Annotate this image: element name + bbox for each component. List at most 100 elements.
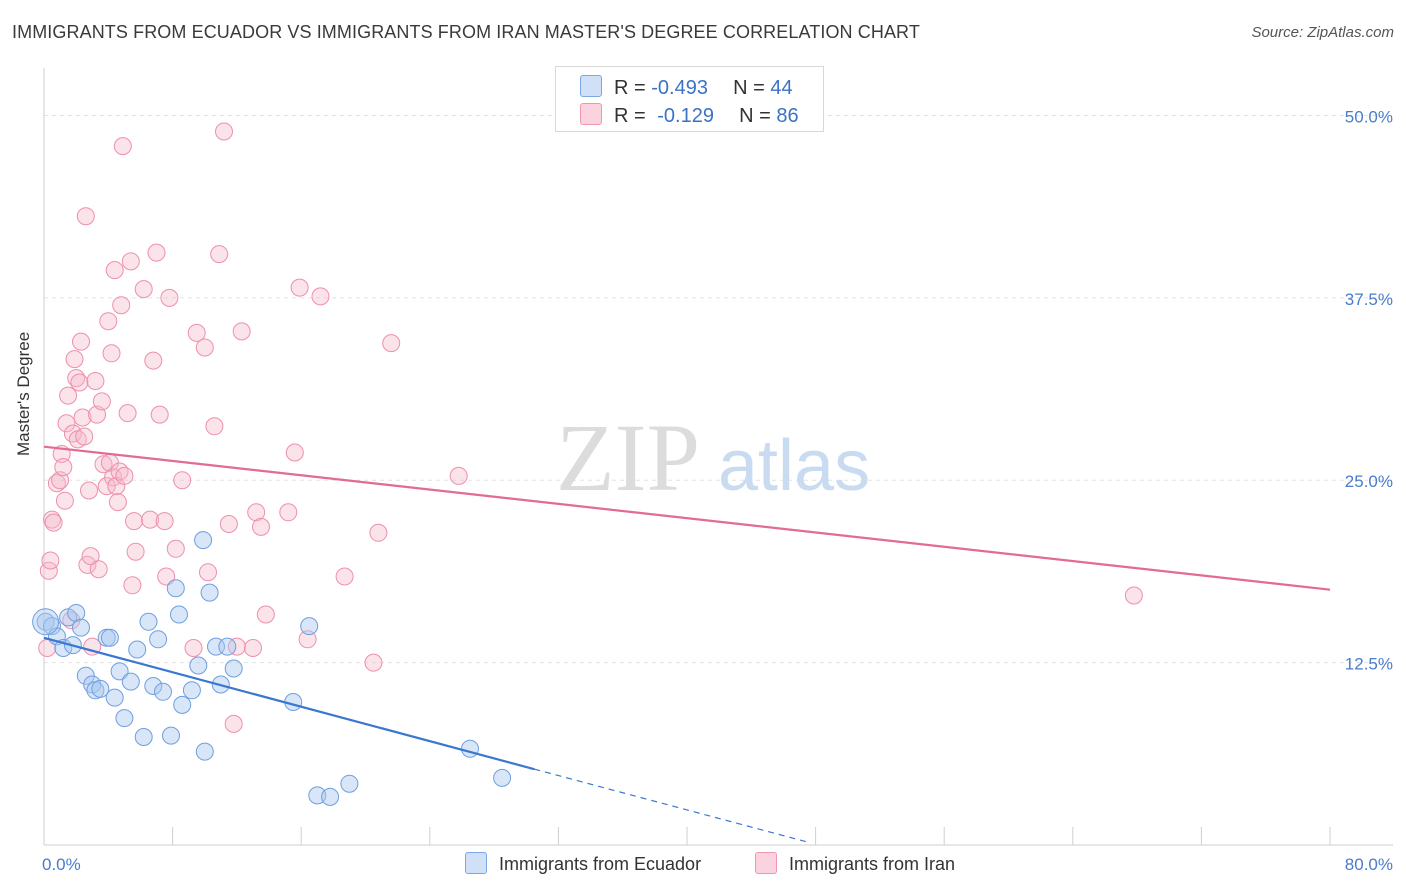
legend-row-iran: R = -0.129 N = 86 — [580, 103, 799, 128]
iran-point-41 — [113, 137, 132, 156]
iran-point-83 — [1124, 586, 1143, 605]
iran-point-77 — [311, 287, 330, 306]
iran-point-10 — [57, 414, 76, 433]
iran-r-value: -0.129 — [657, 105, 714, 127]
iran-point-23 — [80, 481, 98, 500]
iran-point-79 — [369, 523, 388, 542]
iran-trend-line — [43, 445, 1331, 591]
legend-row-ecuador: R = -0.493 N = 44 — [580, 75, 793, 100]
iran-point-74 — [285, 443, 304, 462]
iran-point-72 — [256, 605, 275, 624]
iran-point-70 — [247, 503, 266, 522]
bottom-legend-iran: Immigrants from Iran — [755, 852, 955, 875]
ecuador-point-18 — [128, 640, 147, 659]
ecuador-point-20 — [139, 612, 158, 631]
iran-point-76 — [298, 630, 317, 649]
ecuador-point-25 — [166, 579, 185, 598]
iran-point-50 — [144, 351, 163, 370]
iran-point-13 — [63, 424, 82, 443]
iran-point-30 — [94, 455, 113, 474]
iran-point-69 — [244, 639, 262, 657]
iran-point-54 — [157, 567, 176, 586]
iran-point-52 — [150, 405, 169, 424]
watermark-atlas: atlas — [718, 426, 870, 506]
iran-point-44 — [121, 252, 140, 271]
ecuador-r-label: R = — [614, 77, 646, 99]
bottom-ecuador-label: Immigrants from Ecuador — [499, 854, 702, 874]
iran-point-4 — [44, 513, 63, 532]
bottom-legend-ecuador: Immigrants from Ecuador — [465, 852, 701, 875]
iran-swatch — [580, 103, 602, 125]
iran-point-59 — [187, 323, 206, 342]
ecuador-point-21 — [144, 677, 163, 695]
iran-point-19 — [73, 408, 92, 427]
ecuador-point-30 — [194, 531, 213, 550]
iran-point-32 — [99, 312, 118, 331]
ecuador-point-23 — [154, 682, 172, 701]
iran-point-8 — [54, 458, 73, 477]
iran-point-20 — [75, 427, 94, 446]
iran-point-60 — [195, 338, 214, 357]
iran-point-49 — [141, 510, 160, 529]
iran-point-55 — [160, 288, 179, 307]
iran-point-26 — [86, 372, 105, 390]
ecuador-point-7 — [72, 618, 90, 637]
ecuador-point-26 — [170, 605, 188, 624]
ecuador-point-large — [32, 608, 60, 636]
data-points — [32, 122, 1143, 806]
ecuador-point-27 — [173, 695, 192, 714]
iran-point-42 — [115, 466, 134, 485]
y-tick-label-3: 50.0% — [1345, 107, 1393, 126]
ecuador-trend-extension — [534, 768, 808, 843]
iran-point-47 — [126, 542, 145, 561]
iran-point-46 — [125, 512, 143, 531]
ecuador-point-16 — [115, 709, 134, 728]
ecuador-point-1 — [43, 617, 61, 636]
iran-point-38 — [108, 493, 127, 512]
y-axis-label: Master's Degree — [14, 331, 33, 456]
grid-lines — [44, 114, 1393, 664]
iran-point-11 — [59, 386, 78, 405]
ecuador-point-14 — [105, 688, 124, 707]
ecuador-r-value: -0.493 — [651, 77, 708, 99]
iran-point-9 — [55, 491, 74, 510]
trend-lines — [43, 445, 1331, 843]
iran-r-label: R = — [614, 105, 646, 127]
ecuador-point-24 — [162, 726, 180, 745]
watermark-zip: ZIP — [556, 404, 700, 511]
iran-point-36 — [105, 261, 124, 280]
y-tick-label-1: 25.0% — [1345, 472, 1393, 491]
iran-point-31 — [97, 477, 116, 496]
iran-point-3 — [43, 510, 61, 529]
iran-point-24 — [81, 547, 100, 566]
iran-n-label: N = — [739, 105, 771, 127]
iran-point-75 — [290, 278, 309, 297]
ecuador-point-35 — [218, 637, 237, 656]
iran-point-53 — [155, 512, 174, 531]
iran-point-67 — [227, 637, 246, 656]
bottom-iran-label: Immigrants from Iran — [789, 854, 956, 874]
ecuador-point-38 — [300, 617, 319, 636]
iran-point-14 — [65, 350, 84, 369]
source-label: Source: ZipAtlas.com — [1251, 24, 1394, 41]
iran-point-81 — [364, 653, 383, 672]
chart-title: IMMIGRANTS FROM ECUADOR VS IMMIGRANTS FR… — [12, 22, 920, 42]
iran-point-57 — [173, 471, 192, 490]
correlation-legend: R = -0.493 N = 44 R = -0.129 N = 86 — [555, 66, 824, 132]
iran-point-80 — [382, 334, 401, 353]
ecuador-point-4 — [59, 608, 78, 627]
iran-point-82 — [449, 466, 468, 485]
ecuador-point-31 — [195, 742, 214, 761]
y-tick-label-2: 37.5% — [1345, 290, 1393, 309]
iran-point-51 — [147, 243, 166, 262]
iran-point-21 — [76, 207, 95, 226]
iran-point-62 — [205, 417, 224, 436]
iran-point-48 — [134, 280, 153, 299]
ecuador-point-15 — [110, 662, 129, 681]
ecuador-point-22 — [149, 630, 168, 649]
ecuador-point-28 — [182, 681, 201, 700]
ecuador-point-41 — [340, 774, 359, 793]
iran-point-2 — [41, 551, 60, 570]
iran-point-65 — [219, 515, 238, 533]
